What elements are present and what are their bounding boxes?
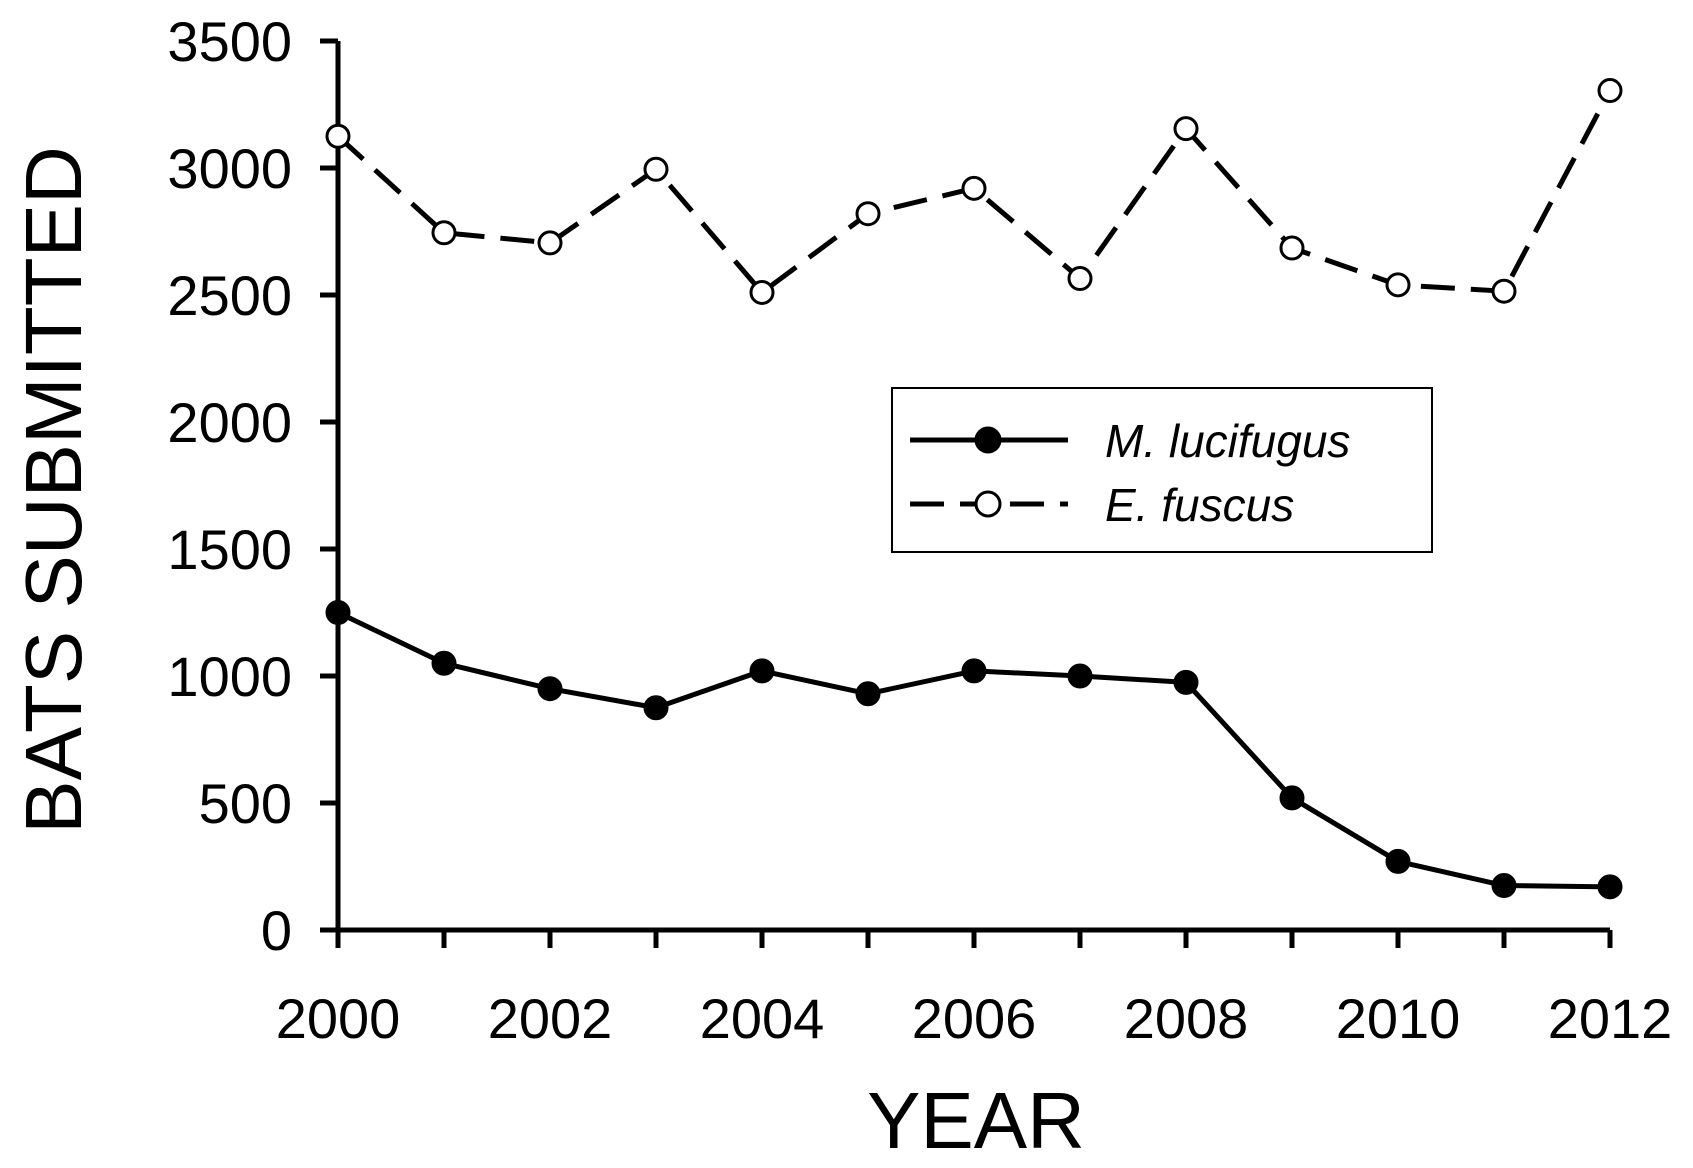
data-point-e-fuscus [1173, 116, 1199, 142]
data-point-m-lucifugus [855, 681, 881, 707]
y-tick-label: 0 [261, 899, 292, 962]
y-tick-label: 2000 [167, 391, 292, 454]
data-point-m-lucifugus [1491, 873, 1517, 899]
y-tick-label: 1500 [167, 518, 292, 581]
data-point-m-lucifugus [749, 658, 775, 684]
data-point-e-fuscus [1279, 235, 1305, 261]
series-e-fuscus [325, 78, 1623, 305]
data-point-e-fuscus [1491, 278, 1517, 304]
data-point-e-fuscus [537, 230, 563, 256]
data-point-e-fuscus [749, 279, 775, 305]
x-tick-label: 2012 [1548, 987, 1673, 1050]
data-point-m-lucifugus [537, 676, 563, 702]
data-point-m-lucifugus [1385, 848, 1411, 874]
data-point-e-fuscus [431, 220, 457, 246]
data-point-m-lucifugus [325, 600, 351, 625]
data-point-e-fuscus [1597, 78, 1623, 104]
data-point-e-fuscus [1385, 272, 1411, 298]
series-m-lucifugus [325, 600, 1623, 900]
y-tick-label: 3500 [167, 10, 292, 73]
data-point-e-fuscus [961, 175, 987, 201]
x-tick-label: 2010 [1336, 987, 1461, 1050]
x-axis-title: YEAR [867, 1076, 1085, 1165]
legend-box [891, 387, 1433, 553]
axes: 0 500 1000 1500 2000 2500 3000 3500 2000 2002 2004… [167, 10, 1672, 1050]
x-tick-label: 2002 [488, 987, 613, 1050]
x-tick-label: 2006 [912, 987, 1037, 1050]
data-point-e-fuscus [643, 156, 669, 182]
legend-label-m-lucifugus: M. lucifugus [1105, 415, 1350, 467]
data-point-e-fuscus [1067, 265, 1093, 291]
data-point-e-fuscus [855, 201, 881, 227]
x-tick-label: 2000 [276, 987, 401, 1050]
data-point-e-fuscus [325, 123, 351, 149]
x-tick-label: 2004 [700, 987, 825, 1050]
y-tick-label: 3000 [167, 137, 292, 200]
y-tick-label: 500 [199, 772, 292, 835]
data-point-m-lucifugus [1279, 785, 1305, 811]
data-point-m-lucifugus [1597, 874, 1623, 900]
y-tick-label: 2500 [167, 264, 292, 327]
y-tick-label: 1000 [167, 645, 292, 708]
legend: M. lucifugus E. fuscus [891, 387, 1433, 553]
legend-label-e-fuscus: E. fuscus [1105, 479, 1294, 531]
legend-marker-e-fuscus [974, 490, 1002, 518]
x-tick-label: 2008 [1124, 987, 1249, 1050]
data-point-m-lucifugus [961, 658, 987, 684]
y-axis-title: BATS SUBMITTED [9, 146, 98, 833]
series-line-m-lucifugus [336, 610, 1611, 890]
series-layer [325, 78, 1623, 900]
data-point-m-lucifugus [1067, 663, 1093, 689]
data-point-m-lucifugus [1173, 669, 1199, 695]
data-point-m-lucifugus [643, 695, 669, 721]
data-point-m-lucifugus [431, 650, 457, 676]
legend-marker-m-lucifugus [974, 426, 1002, 454]
